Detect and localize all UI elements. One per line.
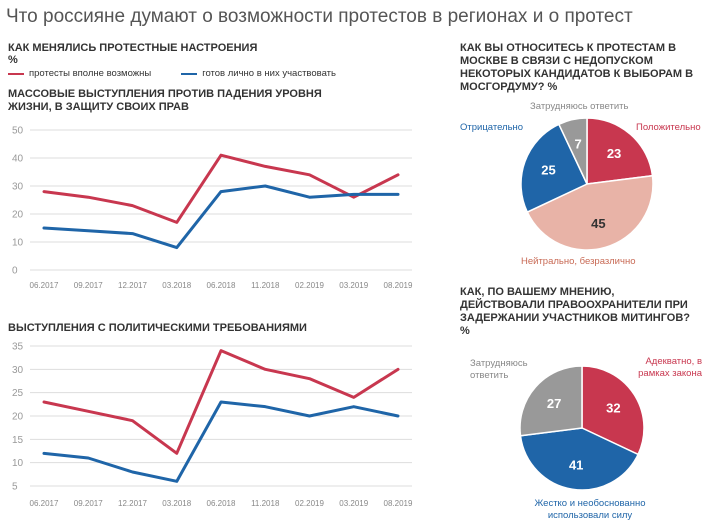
chart2-xtick-label: 06.2017 bbox=[30, 499, 59, 508]
chart2-ytick-label: 10 bbox=[12, 458, 24, 469]
chart1-xtick-label: 06.2017 bbox=[30, 281, 59, 290]
chart2-ytick-label: 15 bbox=[12, 435, 24, 446]
chart2-ytick-label: 35 bbox=[12, 342, 24, 353]
legend: протесты вполне возможны готов лично в н… bbox=[8, 68, 366, 79]
line-chart-political: 5 10 15 20 25 30 35 06.2017 09.2017 12.2017 03.201… bbox=[12, 342, 413, 509]
pie2-slice-0 bbox=[581, 365, 645, 456]
pie1-label-undecided: Затрудняюсь ответить bbox=[530, 101, 629, 112]
chart2-ytick-label: 20 bbox=[12, 412, 24, 423]
chart1-series-line-0 bbox=[42, 153, 400, 224]
chart2-xtick-label: 03.2019 bbox=[339, 499, 368, 508]
line-chart-living-standards: 0 10 20 30 40 50 06.2017 09.2017 12.2017 03.2018 0… bbox=[12, 126, 413, 291]
chart2-xtick-label: 09.2017 bbox=[74, 499, 103, 508]
page-title: Что россияне думают о возможности протес… bbox=[6, 6, 633, 27]
pie1-label-neutral: Нейтрально, безразлично bbox=[521, 256, 636, 267]
pie2-title: КАК, ПО ВАШЕМУ МНЕНИЮ, ДЕЙСТВОВАЛИ ПРАВО… bbox=[460, 286, 691, 337]
pie2-label-harsh: Жестко и необоснованно использовали силу bbox=[534, 498, 646, 521]
legend-swatch-blue bbox=[181, 72, 198, 75]
chart1-xtick-label: 03.2018 bbox=[162, 281, 191, 290]
chart1-xtick-label: 09.2017 bbox=[74, 281, 103, 290]
pie1-slice-2 bbox=[521, 123, 588, 214]
chart1-xtick-label: 11.2018 bbox=[251, 281, 280, 290]
chart1-xtick-label: 06.2018 bbox=[207, 281, 236, 290]
pie1-label-positive: Положительно bbox=[636, 122, 701, 133]
chart1-ytick-label: 20 bbox=[12, 210, 24, 221]
pie2-value-label-1: 41 bbox=[569, 457, 583, 472]
chart2-ytick-label: 5 bbox=[12, 482, 18, 493]
chart1-series-line-1 bbox=[42, 184, 400, 250]
chart1-ytick-label: 50 bbox=[12, 126, 24, 137]
pie1-slice-3 bbox=[557, 118, 588, 185]
chart2-xtick-label: 03.2018 bbox=[162, 499, 191, 508]
chart2-xtick-label: 02.2019 bbox=[295, 499, 324, 508]
chart2-xtick-label: 12.2017 bbox=[118, 499, 147, 508]
chart2-xtick-label: 06.2018 bbox=[207, 499, 236, 508]
pie2-slice-2 bbox=[519, 365, 583, 437]
legend-label-red: протесты вполне возможны bbox=[29, 68, 152, 79]
chart1-ytick-label: 30 bbox=[12, 182, 24, 193]
pie1-label-negative: Отрицательно bbox=[460, 122, 524, 133]
pie1-value-label-3: 7 bbox=[574, 137, 581, 152]
legend-label-blue: готов лично в них участвовать bbox=[202, 68, 336, 79]
chart2-title: ВЫСТУПЛЕНИЯ С ПОЛИТИЧЕСКИМИ ТРЕБОВАНИЯМИ bbox=[8, 322, 307, 334]
chart2-series-line-0 bbox=[42, 349, 400, 455]
legend-item-red: протесты вполне возможны bbox=[8, 68, 151, 79]
chart2-ytick-label: 25 bbox=[12, 388, 24, 399]
chart2-xtick-label: 11.2018 bbox=[251, 499, 280, 508]
pie-chart-police-actions: 32 41 27 bbox=[519, 365, 645, 491]
legend-swatch-red bbox=[8, 72, 24, 75]
chart2-xtick-label: 08.2019 bbox=[384, 499, 413, 508]
chart1-ytick-label: 0 bbox=[12, 266, 18, 277]
pie1-slice-0 bbox=[586, 118, 653, 185]
pie1-value-label-1: 45 bbox=[591, 216, 605, 231]
chart1-ytick-label: 10 bbox=[12, 238, 24, 249]
pie2-label-undecided: Затрудняюсь ответить bbox=[470, 358, 528, 381]
pie2-label-adequate: Адекватно, в рамках закона bbox=[638, 356, 702, 379]
chart1-xtick-label: 12.2017 bbox=[118, 281, 147, 290]
chart1-xtick-label: 08.2019 bbox=[384, 281, 413, 290]
chart2-series-line-1 bbox=[42, 400, 400, 483]
pie1-slice-1 bbox=[526, 174, 653, 250]
left-heading: КАК МЕНЯЛИСЬ ПРОТЕСТНЫЕ НАСТРОЕНИЯ bbox=[8, 42, 258, 54]
pie-chart-moscow-protests: 23 45 25 7 bbox=[521, 118, 653, 250]
pie2-value-label-2: 27 bbox=[547, 396, 561, 411]
chart1-ytick-label: 40 bbox=[12, 154, 24, 165]
left-unit: % bbox=[8, 54, 18, 66]
chart1-xtick-label: 03.2019 bbox=[339, 281, 368, 290]
pie2-value-label-0: 32 bbox=[606, 401, 620, 416]
pie1-title: КАК ВЫ ОТНОСИТЕСЬ К ПРОТЕСТАМ В МОСКВЕ В… bbox=[460, 42, 694, 93]
pie2-slice-1 bbox=[519, 427, 640, 491]
chart1-title: МАССОВЫЕ ВЫСТУПЛЕНИЯ ПРОТИВ ПАДЕНИЯ УРОВ… bbox=[8, 88, 322, 113]
chart2-ytick-label: 30 bbox=[12, 365, 24, 376]
chart1-xtick-label: 02.2019 bbox=[295, 281, 324, 290]
pie1-value-label-0: 23 bbox=[607, 146, 621, 161]
legend-item-blue: готов лично в них участвовать bbox=[181, 68, 336, 79]
pie1-value-label-2: 25 bbox=[541, 163, 555, 178]
